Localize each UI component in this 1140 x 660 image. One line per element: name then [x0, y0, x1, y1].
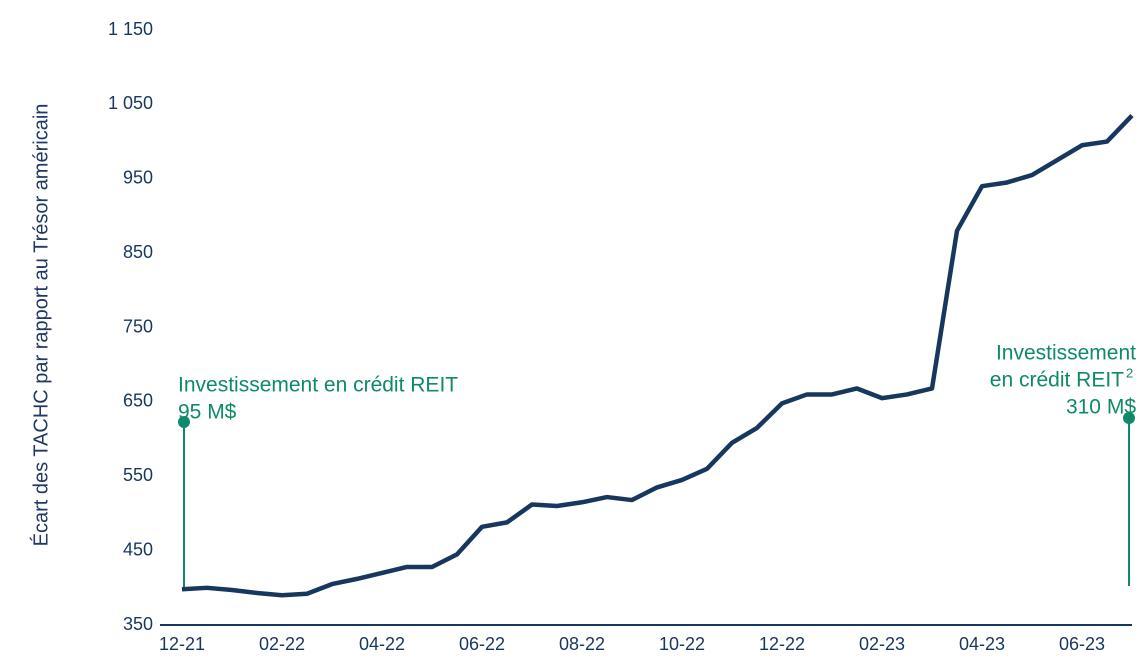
- x-tick-label: 06-22: [459, 634, 505, 654]
- y-tick-label: 950: [123, 168, 153, 188]
- x-tick-label: 02-23: [859, 634, 905, 654]
- x-tick-label: 08-22: [559, 634, 605, 654]
- y-tick-label: 650: [123, 391, 153, 411]
- y-tick-label: 1 150: [108, 19, 153, 39]
- x-tick-label: 12-22: [759, 634, 805, 654]
- annotation-dot: [1123, 412, 1135, 424]
- x-tick-label: 06-23: [1059, 634, 1105, 654]
- y-tick-label: 550: [123, 465, 153, 485]
- y-tick-label: 750: [123, 316, 153, 336]
- x-tick-label: 12-21: [159, 634, 205, 654]
- x-tick-label: 04-23: [959, 634, 1005, 654]
- line: [181, 113, 1134, 598]
- annotation: Investissement en crédit REIT: [178, 374, 458, 397]
- x-tick-label: 04-22: [359, 634, 405, 654]
- y-tick-label: 350: [123, 614, 153, 634]
- x-tick-label: 10-22: [659, 634, 705, 654]
- y-tick-label: 850: [123, 242, 153, 262]
- annotation-footnote: 2: [1126, 365, 1133, 380]
- x-tick-label: 02-22: [259, 634, 305, 654]
- annotation: 95 M$: [178, 401, 237, 424]
- annotation-dot: [178, 416, 190, 428]
- y-axis-label: Écart des TACHC par rapport au Trésor am…: [29, 104, 52, 547]
- annotation: Investissement: [996, 342, 1136, 365]
- y-tick-label: 1 050: [108, 93, 153, 113]
- y-tick-label: 450: [123, 539, 153, 559]
- annotation: 310 M$: [1066, 396, 1136, 419]
- annotation: en crédit REIT: [990, 369, 1124, 392]
